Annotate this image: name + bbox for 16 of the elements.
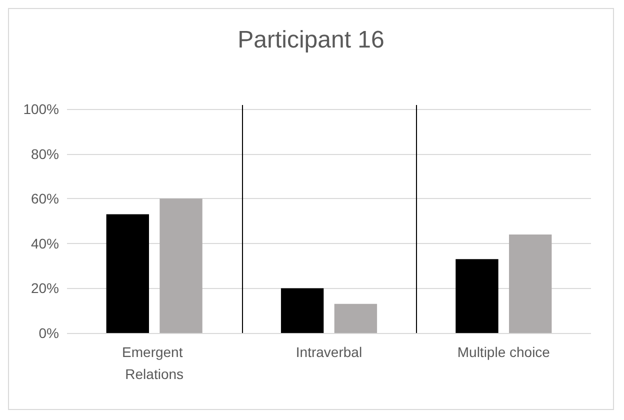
y-tick-label: 20% — [30, 280, 59, 296]
chart-title: Participant 16 — [238, 26, 384, 54]
bar — [106, 214, 149, 333]
bar — [280, 288, 324, 333]
y-tick-label: 60% — [30, 190, 59, 207]
y-tick-label: 40% — [30, 235, 59, 252]
y-tick-label: 100% — [23, 101, 59, 117]
x-tick-label: Multiple choice — [457, 344, 550, 360]
bar — [334, 304, 378, 333]
y-tick-label: 0% — [38, 325, 59, 341]
bar — [160, 198, 202, 333]
bar — [456, 259, 498, 333]
x-tick-label: Emergent Relations — [122, 344, 187, 382]
x-tick-label: Intraverbal — [296, 344, 362, 360]
y-tick-label: 80% — [30, 146, 59, 162]
bar — [509, 234, 552, 333]
